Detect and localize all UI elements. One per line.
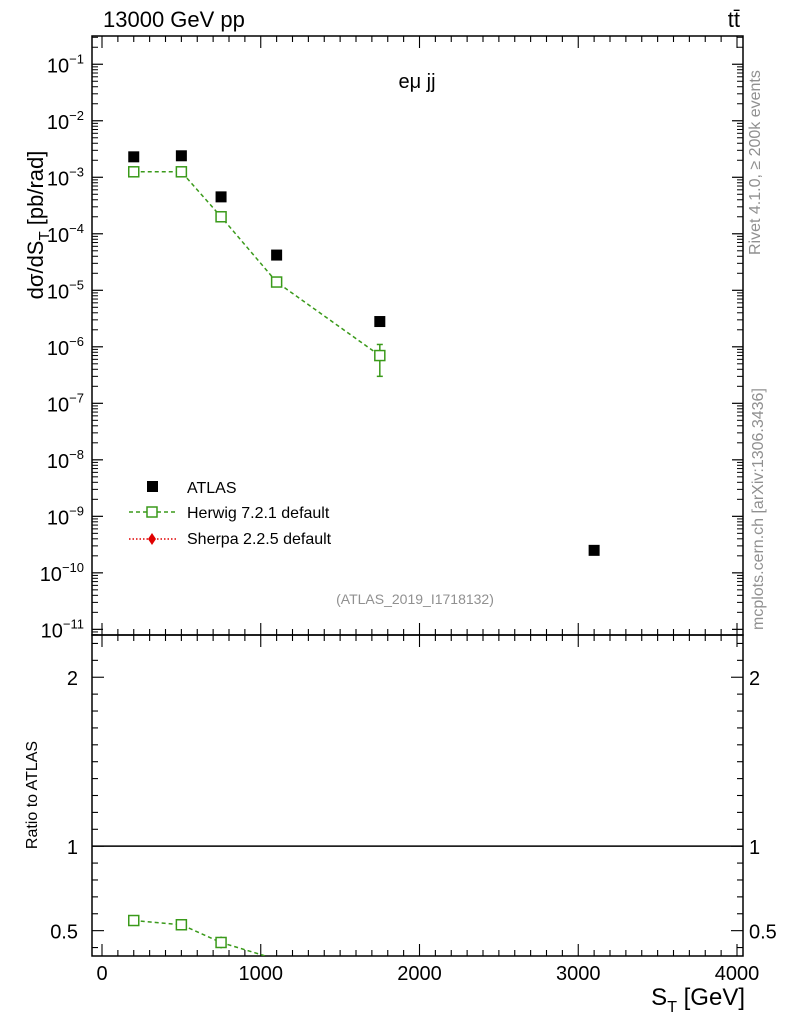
legend-herwig-label: Herwig 7.2.1 default: [187, 505, 330, 522]
ratio-herwig-marker: [215, 936, 227, 949]
header-left-label: 13000 GeV pp: [103, 7, 245, 32]
atlas-marker: [215, 191, 227, 203]
ratio-y-tick-label-right: 1: [749, 837, 760, 859]
legend-atlas-label: ATLAS: [187, 480, 237, 497]
herwig-marker: [374, 349, 386, 362]
legend-atlas-marker: [147, 481, 158, 492]
herwig-marker: [215, 211, 227, 223]
herwig-marker: [128, 166, 140, 178]
ratio-y-tick-label-right: 0.5: [749, 922, 777, 944]
ratio-y-tick-label: 1: [67, 837, 78, 859]
y-tick-label: 10−9: [47, 503, 84, 529]
y-tick-label: 10−5: [47, 277, 84, 303]
legend-sherpa-label: Sherpa 2.2.5 default: [187, 531, 332, 548]
ratio-herwig-marker: [128, 914, 140, 927]
ratio-data-layer: [128, 914, 269, 956]
ratio-y-tick-label-right: 2: [749, 668, 760, 690]
x-tick-label: 3000: [556, 963, 601, 985]
mcplots-credit-label: mcplots.cern.ch [arXiv:1306.3436]: [750, 388, 767, 630]
ratio-y-axis-title: Ratio to ATLAS: [24, 741, 41, 849]
y-tick-label: 10−4: [47, 221, 84, 247]
x-tick-label: 4000: [715, 963, 760, 985]
ratio-axis-ticks: 0.5 0.5 1 1 2 2: [50, 642, 777, 949]
herwig-marker: [175, 166, 188, 178]
x-tick-label: 0: [96, 963, 107, 985]
herwig-marker: [270, 276, 283, 288]
ratio-herwig-marker: [175, 918, 188, 931]
ratio-y-tick-label: 0.5: [50, 922, 78, 944]
x-axis-title: ST [GeV]: [651, 984, 745, 1016]
analysis-label: (ATLAS_2019_I1718132): [336, 591, 494, 607]
y-tick-label: 10−1: [47, 51, 84, 77]
plot-title: eμ jj: [398, 71, 435, 93]
atlas-marker: [128, 151, 140, 163]
y-tick-label: 10−7: [47, 390, 84, 416]
y-tick-label: 10−11: [41, 616, 84, 642]
herwig-line: [133, 171, 381, 357]
y-tick-label: 10−2: [47, 108, 84, 134]
atlas-marker: [374, 316, 386, 328]
legend-herwig-marker: [146, 506, 158, 518]
ratio-herwig-line: [133, 919, 269, 956]
main-data-layer: [128, 150, 600, 556]
header-right-label: tt̄: [728, 7, 740, 32]
legend-sherpa-marker: [148, 533, 156, 545]
y-tick-label: 10−6: [47, 334, 84, 360]
x-axis-ticks: 0 1000 2000 3000 4000: [96, 36, 759, 985]
y-tick-label: 10−10: [40, 560, 84, 586]
atlas-marker: [271, 249, 283, 261]
x-tick-label: 1000: [239, 963, 284, 985]
ratio-plot-frame: [91, 634, 744, 957]
legend: ATLAS Herwig 7.2.1 default Sherpa 2.2.5 …: [129, 480, 332, 548]
atlas-marker: [588, 544, 600, 556]
atlas-marker: [175, 150, 187, 162]
y-tick-label: 10−8: [47, 447, 84, 473]
rivet-version-label: Rivet 4.1.0, ≥ 200k events: [747, 70, 764, 255]
x-tick-label: 2000: [397, 963, 442, 985]
ratio-y-tick-label: 2: [67, 668, 78, 690]
main-y-axis-title: dσ/dST [pb/rad]: [23, 151, 53, 300]
y-tick-label: 10−3: [47, 164, 84, 190]
main-y-axis-ticks: 10−11 10−10 10−9 10−8 10−7 10−6 10−5 10−4 10−3 10…: [40, 36, 743, 642]
